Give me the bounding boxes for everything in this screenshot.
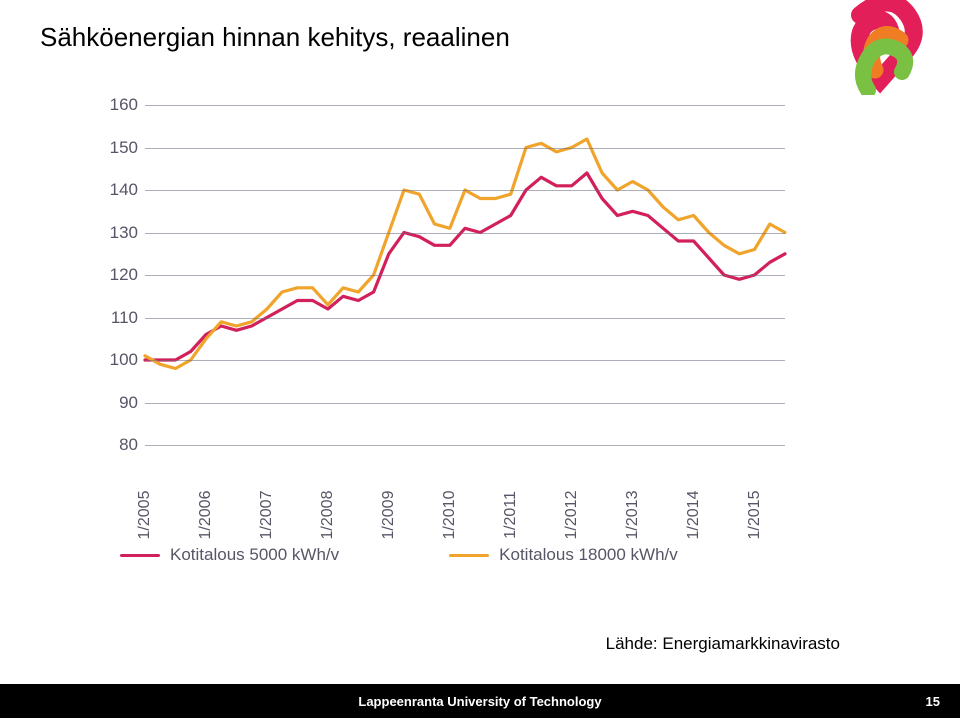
plot-area — [145, 105, 785, 445]
gridline — [145, 105, 785, 106]
legend-label-2: Kotitalous 18000 kWh/v — [499, 545, 678, 565]
legend-item-1: Kotitalous 5000 kWh/v — [120, 545, 339, 565]
gridline — [145, 233, 785, 234]
y-tick-label: 130 — [90, 223, 138, 243]
chart: 80 90 100 110 120 130 140 150 160 1/2005 1/2006 1/… — [90, 95, 810, 555]
x-tick-label: 1/2008 — [319, 491, 337, 540]
y-tick-label: 140 — [90, 180, 138, 200]
footer-bar: Lappeenranta University of Technology 15 — [0, 684, 960, 718]
legend-item-2: Kotitalous 18000 kWh/v — [449, 545, 678, 565]
page-title: Sähköenergian hinnan kehitys, reaalinen — [40, 22, 510, 53]
y-tick-label: 100 — [90, 350, 138, 370]
legend-label-1: Kotitalous 5000 kWh/v — [170, 545, 339, 565]
series-line — [145, 139, 785, 369]
x-tick-label: 1/2013 — [624, 491, 642, 540]
x-tick-label: 1/2009 — [380, 491, 398, 540]
footer-text: Lappeenranta University of Technology — [358, 694, 601, 709]
legend: Kotitalous 5000 kWh/v Kotitalous 18000 k… — [120, 545, 678, 565]
x-tick-label: 1/2014 — [685, 491, 703, 540]
gridline — [145, 190, 785, 191]
x-tick-label: 1/2006 — [197, 491, 215, 540]
page-number: 15 — [926, 694, 940, 709]
institution-logo — [830, 0, 930, 95]
y-tick-label: 110 — [90, 308, 138, 328]
legend-swatch-1 — [120, 554, 160, 557]
y-tick-label: 90 — [90, 393, 138, 413]
y-tick-label: 80 — [90, 435, 138, 455]
y-tick-label: 160 — [90, 95, 138, 115]
x-tick-label: 1/2010 — [441, 491, 459, 540]
y-tick-label: 120 — [90, 265, 138, 285]
gridline — [145, 360, 785, 361]
y-tick-label: 150 — [90, 138, 138, 158]
gridline — [145, 445, 785, 446]
x-tick-label: 1/2007 — [258, 491, 276, 540]
gridline — [145, 275, 785, 276]
x-tick-label: 1/2011 — [502, 491, 520, 539]
x-tick-label: 1/2005 — [136, 491, 154, 540]
source-text: Lähde: Energiamarkkinavirasto — [606, 634, 840, 654]
legend-swatch-2 — [449, 554, 489, 557]
gridline — [145, 318, 785, 319]
x-tick-label: 1/2012 — [563, 491, 581, 540]
gridline — [145, 403, 785, 404]
x-tick-label: 1/2015 — [746, 491, 764, 540]
series-line — [145, 173, 785, 360]
gridline — [145, 148, 785, 149]
